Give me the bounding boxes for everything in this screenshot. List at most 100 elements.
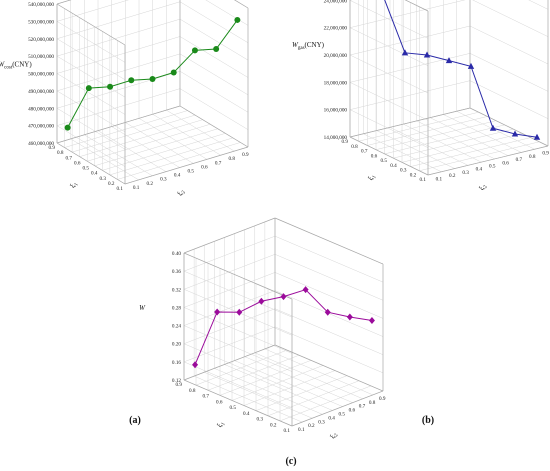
xi2-tick-label: 0.6 — [349, 408, 356, 414]
axis-frame-edge — [404, 0, 429, 12]
y-tick-label: 520,000,000 — [28, 37, 54, 43]
xi2-tick-label: 0.2 — [147, 181, 154, 187]
xi2-tick-label: 0.4 — [328, 415, 335, 421]
gridline — [195, 349, 288, 386]
data-point-marker — [236, 308, 243, 316]
y-tick-label: 14,000,000 — [324, 135, 348, 141]
chart-panel-b: 14,000,000 16,000,000 18,000,000 20,000,000… — [292, 0, 549, 426]
y-tick-label: 0.24 — [172, 324, 181, 330]
gridline — [183, 343, 293, 390]
axis-frame-edge — [56, 3, 126, 46]
xi1-tick-label: 0.2 — [270, 422, 277, 428]
y-tick-label: 0.20 — [172, 342, 181, 348]
xi1-tick-label: 0.2 — [410, 172, 417, 178]
y-tick-label: 490,000,000 — [28, 89, 54, 95]
y-tick-label: 20,000,000 — [324, 53, 348, 59]
xi1-tick-label: 0.7 — [361, 149, 368, 155]
data-point-marker — [324, 308, 331, 316]
xi2-tick-label: 0.6 — [502, 160, 509, 166]
gridline — [349, 0, 429, 39]
y-tick-label: 0.12 — [172, 378, 181, 384]
gridline — [102, 133, 226, 171]
y-tick-label: 500,000,000 — [28, 72, 54, 78]
y-tick-label: 460,000,000 — [28, 141, 54, 147]
xi2-tick-label: 0.3 — [318, 419, 325, 425]
xi2-tick-label: 0.1 — [298, 427, 305, 433]
y-tick-label: 470,000,000 — [28, 124, 54, 130]
xi2-tick-label: 0.9 — [542, 151, 549, 157]
gridline — [214, 368, 323, 415]
gridline — [255, 375, 348, 411]
gridline — [183, 270, 293, 318]
xi1-tick-label: 0.3 — [257, 417, 264, 423]
xi1-tick-label: 0.9 — [342, 139, 349, 145]
xi1-tick-label: 0.1 — [420, 177, 427, 183]
gridline — [183, 307, 293, 354]
xi1-tick-label: 0.9 — [176, 382, 183, 388]
data-point-marker — [149, 75, 156, 82]
data-point-marker — [511, 130, 519, 137]
gridline — [79, 119, 203, 157]
gridline — [349, 0, 549, 10]
gridline — [279, 385, 372, 422]
gridline — [393, 128, 514, 159]
xi2-axis-label: ξ2 — [176, 188, 187, 197]
y-tick-label: 480,000,000 — [28, 106, 54, 112]
gridline — [375, 120, 497, 150]
xi2-tick-label: 0.3 — [462, 170, 469, 176]
gridline — [267, 380, 360, 417]
axis-frame-edge — [56, 142, 126, 185]
data-point-marker — [213, 46, 220, 53]
data-point-marker — [214, 308, 221, 316]
xi2-tick-label: 0.5 — [489, 164, 496, 170]
y-tick-label: 0.16 — [172, 360, 181, 366]
y-tick-label: 18,000,000 — [324, 80, 348, 86]
y-tick-label: 530,000,000 — [28, 19, 54, 25]
xi2-tick-label: 0.8 — [229, 156, 236, 162]
xi1-axis-label: ξ1 — [215, 420, 226, 429]
xi1-axis-label: ξ1 — [366, 173, 377, 182]
gridline — [56, 55, 126, 98]
gridline — [183, 217, 384, 265]
axis-frame-edge — [349, 107, 471, 138]
y-tick-label: 24,000,000 — [324, 0, 348, 4]
xi1-axis-label: ξ1 — [68, 181, 79, 190]
axis-frame-edge — [56, 0, 72, 5]
xi1-tick-label: 0.1 — [284, 428, 291, 434]
xi2-tick-label: 0.5 — [188, 169, 195, 175]
xi2-tick-label: 0.9 — [379, 396, 386, 402]
data-point-marker — [107, 83, 114, 90]
gridline — [234, 360, 343, 407]
xi2-tick-label: 0.7 — [516, 157, 523, 163]
gridline — [416, 120, 495, 160]
y-tick-label: 22,000,000 — [324, 26, 348, 32]
gridline — [183, 325, 293, 372]
chart-panel-a: 460,000,000 470,000,000 480,000,000 490,000… — [0, 0, 249, 426]
gridline — [94, 128, 218, 167]
gridline — [183, 361, 293, 409]
axis-frame-edge — [183, 252, 293, 300]
gridline — [204, 371, 313, 419]
gridline — [376, 130, 455, 169]
data-point-marker — [128, 77, 135, 84]
axis-frame-edge — [274, 217, 384, 265]
gridline — [70, 138, 139, 181]
xi1-tick-label: 0.6 — [371, 153, 378, 159]
gridline — [389, 127, 469, 166]
gridline — [84, 134, 153, 176]
series-line — [194, 289, 373, 365]
gridline — [111, 126, 180, 168]
series-line — [384, 0, 538, 138]
axis-frame-edge — [183, 344, 276, 381]
xi1-tick-label: 0.6 — [216, 399, 223, 405]
gridline — [401, 133, 523, 163]
gridline — [56, 38, 126, 80]
gridline — [56, 73, 126, 115]
gridline — [56, 108, 126, 150]
xi1-tick-label: 0.4 — [390, 163, 397, 169]
xi2-tick-label: 0.7 — [215, 160, 222, 166]
xi2-tick-label: 0.1 — [436, 176, 443, 182]
gridline — [358, 111, 479, 142]
gridline — [138, 118, 208, 160]
